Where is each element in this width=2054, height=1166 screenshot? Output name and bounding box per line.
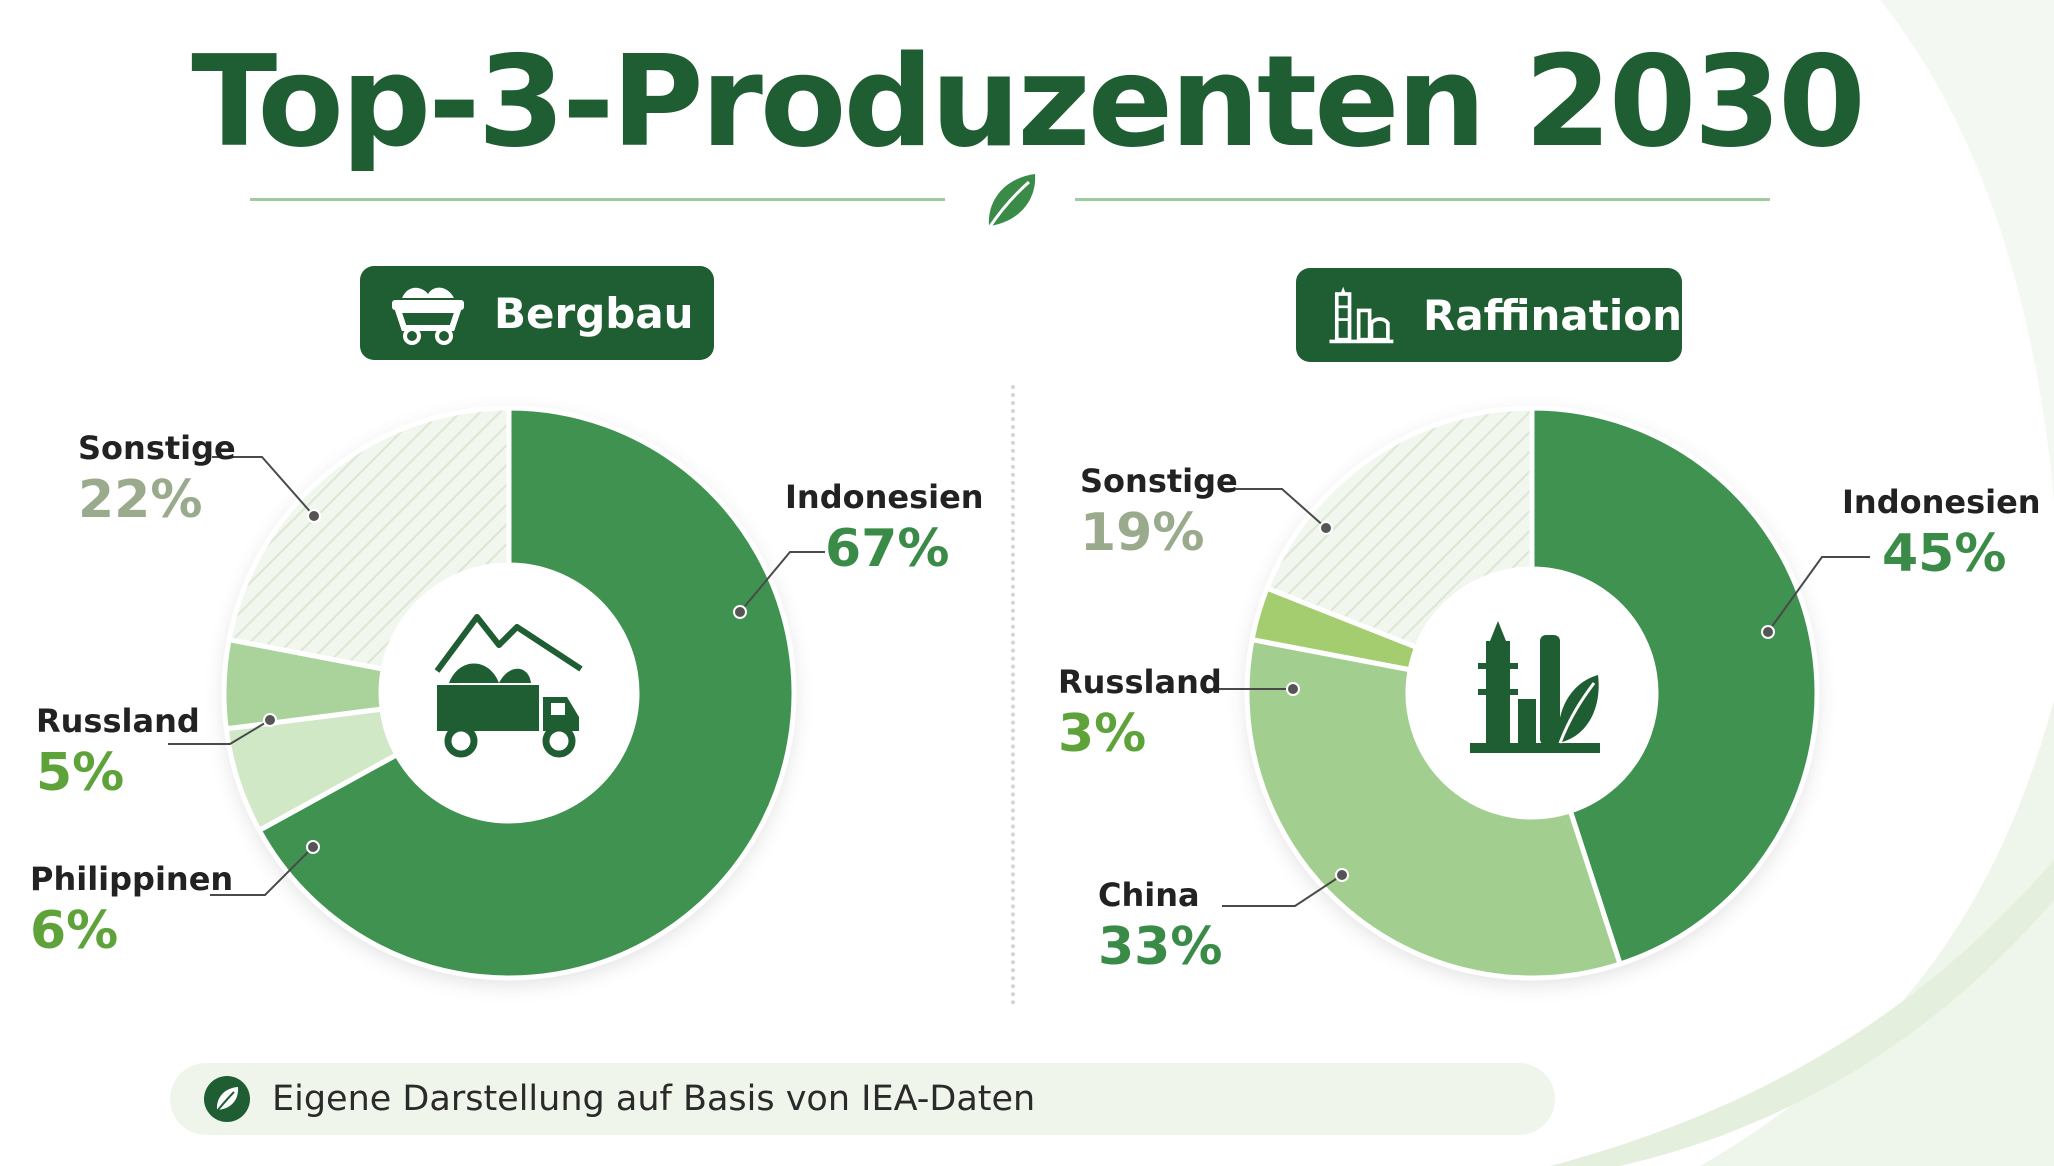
leader-dot: [1761, 625, 1775, 639]
slice-value-sonstige: 22%: [78, 470, 202, 530]
leaf-icon: [204, 1076, 250, 1122]
badge-bergbau-label: Bergbau: [494, 288, 694, 338]
mining-cart-icon: [392, 287, 464, 345]
title-divider-right: [1075, 198, 1770, 201]
slice-label-indonesien: Indonesien: [785, 478, 984, 516]
leaf-icon: [987, 174, 1036, 229]
dump-truck-mountain-icon: [434, 614, 583, 758]
slice-sonstige: [1263, 405, 1535, 651]
leader-dot: [733, 605, 747, 619]
page-title: Top-3-Produzenten 2030: [191, 28, 1866, 175]
refinery-icon: [1329, 286, 1394, 344]
chart-separator: [1011, 385, 1015, 1005]
leader-line-indonesien: [739, 551, 825, 613]
slice-value-russland: 3%: [1058, 704, 1146, 764]
leader-dot: [1335, 868, 1349, 882]
refinery-leaf-icon: [1470, 621, 1600, 753]
leader-line-russland: [168, 719, 271, 745]
leader-line-china: [1222, 874, 1343, 907]
slice-label-russland: Russland: [1058, 663, 1222, 701]
badge-raffination-label: Raffination: [1423, 290, 1682, 340]
leader-dot: [1286, 682, 1300, 696]
slice-value-sonstige: 19%: [1080, 503, 1204, 563]
leader-dot: [263, 713, 277, 727]
slice-value-indonesien: 67%: [825, 519, 949, 579]
slice-value-china: 33%: [1098, 917, 1222, 977]
leader-line-philippinen: [210, 846, 314, 896]
slice-value-indonesien: 45%: [1882, 524, 2006, 584]
slice-china: [1244, 636, 1624, 981]
slice-label-sonstige: Sonstige: [78, 429, 236, 467]
donut-hole: [1410, 571, 1654, 815]
source-footer: Eigene Darstellung auf Basis von IEA-Dat…: [170, 1063, 1555, 1135]
title-divider-left: [250, 198, 945, 201]
leader-dot: [307, 509, 321, 523]
slice-label-philippinen: Philippinen: [30, 860, 233, 898]
slice-label-sonstige: Sonstige: [1080, 462, 1238, 500]
slice-label-indonesien: Indonesien: [1842, 483, 2041, 521]
slice-label-china: China: [1098, 876, 1200, 914]
leader-dot: [306, 840, 320, 854]
slice-value-philippinen: 6%: [30, 901, 118, 961]
source-text: Eigene Darstellung auf Basis von IEA-Dat…: [272, 1079, 1036, 1119]
leader-dot: [1319, 521, 1333, 535]
slice-value-russland: 5%: [36, 743, 124, 803]
slice-indonesien: [1529, 405, 1820, 968]
slice-indonesien: [255, 405, 797, 981]
leader-line-indonesien: [1767, 556, 1870, 633]
badge-bergbau: Bergbau: [360, 266, 714, 360]
leader-line-sonstige: [212, 456, 315, 517]
badge-raffination: Raffination: [1296, 268, 1682, 362]
slice-label-russland: Russland: [36, 702, 200, 740]
slice-sonstige: [226, 405, 512, 672]
leader-line-sonstige: [1222, 488, 1327, 529]
